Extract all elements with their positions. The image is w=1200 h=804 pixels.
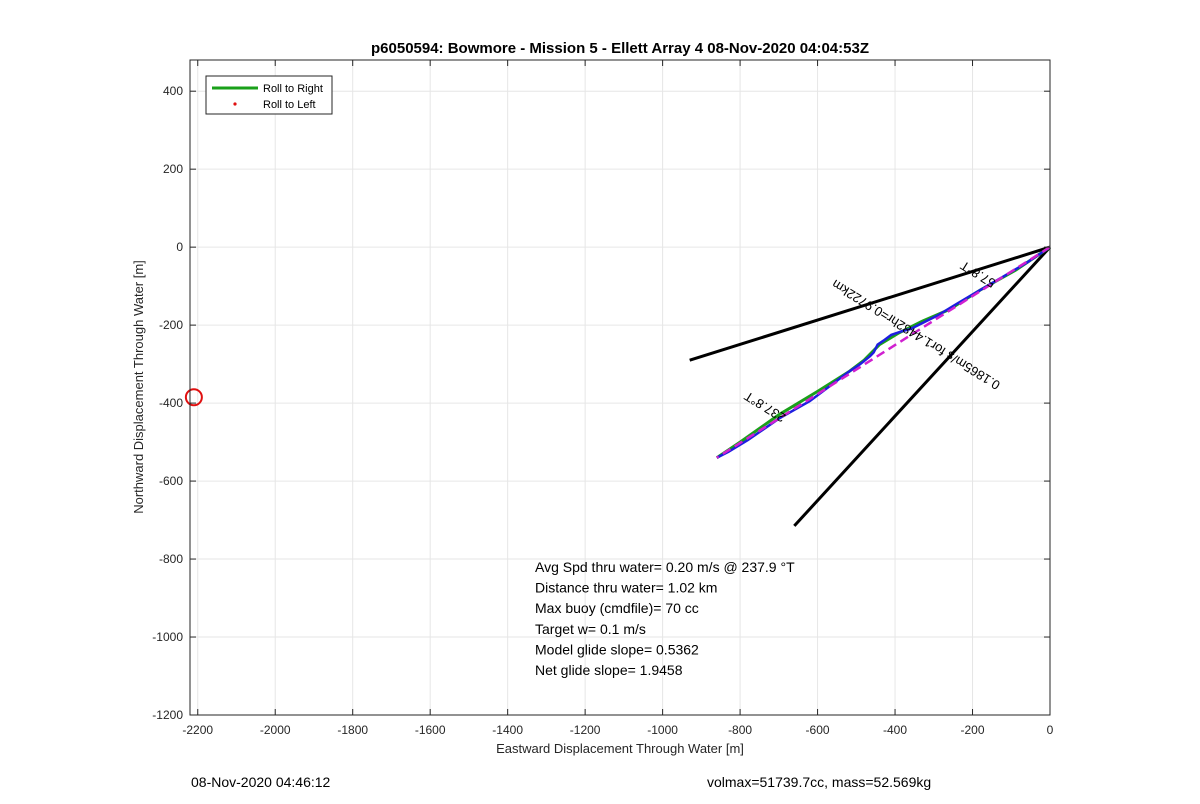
legend-box <box>205 75 333 115</box>
stats-line: Distance thru water= 1.02 km <box>535 580 717 596</box>
y-tick-label: -1200 <box>152 708 183 722</box>
x-tick-label: 0 <box>1047 723 1054 737</box>
axes-box <box>189 59 1051 716</box>
y-tick-label: -400 <box>159 396 183 410</box>
track-line <box>716 246 1051 459</box>
chart-title: p6050594: Bowmore - Mission 5 - Ellett A… <box>371 40 869 57</box>
red-circle-marker <box>184 388 203 407</box>
stats-line: Net glide slope= 1.9458 <box>535 662 683 678</box>
stats-line: Avg Spd thru water= 0.20 m/s @ 237.9 °T <box>535 559 795 575</box>
stats-line: Max buoy (cmdfile)= 70 cc <box>535 600 699 616</box>
x-tick-label: -1200 <box>570 723 601 737</box>
x-tick-label: -1400 <box>492 723 523 737</box>
y-tick-label: -600 <box>159 474 183 488</box>
y-tick-label: 400 <box>163 84 183 98</box>
chart: 237.8°T0.1865m/s for1.4482hr=0.9722km57.… <box>131 40 1054 756</box>
x-axis-label: Eastward Displacement Through Water [m] <box>496 741 744 756</box>
dashed-direction-line <box>716 246 1051 459</box>
y-tick-label: 200 <box>163 162 183 176</box>
y-tick-label: -200 <box>159 318 183 332</box>
footer-volmax-mass: volmax=51739.7cc, mass=52.569kg <box>707 774 932 790</box>
black-bound-line <box>793 246 1052 527</box>
grid <box>190 60 1051 716</box>
x-tick-label: -200 <box>961 723 985 737</box>
x-tick-label: -400 <box>883 723 907 737</box>
x-tick-label: -2000 <box>260 723 291 737</box>
x-tick-label: -2200 <box>182 723 213 737</box>
y-axis-label: Northward Displacement Through Water [m] <box>131 260 146 514</box>
ticks: -2200 -2000 -1800 -1600 -1400 -1200 -1000 -800-… <box>152 60 1054 737</box>
x-tick-label: -800 <box>728 723 752 737</box>
stats-text-block: Avg Spd thru water= 0.20 m/s @ 237.9 °T D… <box>535 559 795 678</box>
legend-label: Roll to Right <box>263 83 323 95</box>
footer-timestamp: 08-Nov-2020 04:46:12 <box>191 774 331 790</box>
legend-label: Roll to Left <box>263 99 316 111</box>
x-tick-label: -600 <box>806 723 830 737</box>
y-tick-label: -800 <box>159 552 183 566</box>
legend-dot-swatch <box>233 102 237 106</box>
stats-line: Model glide slope= 0.5362 <box>535 641 699 657</box>
legend: Roll to Right Roll to Left <box>205 75 333 115</box>
y-tick-label: 0 <box>176 240 183 254</box>
black-bound-line <box>689 245 1051 362</box>
stats-line: Target w= 0.1 m/s <box>535 621 646 637</box>
y-tick-label: -1000 <box>152 630 183 644</box>
x-tick-label: -1000 <box>647 723 678 737</box>
x-tick-label: -1800 <box>337 723 368 737</box>
x-tick-label: -1600 <box>415 723 446 737</box>
